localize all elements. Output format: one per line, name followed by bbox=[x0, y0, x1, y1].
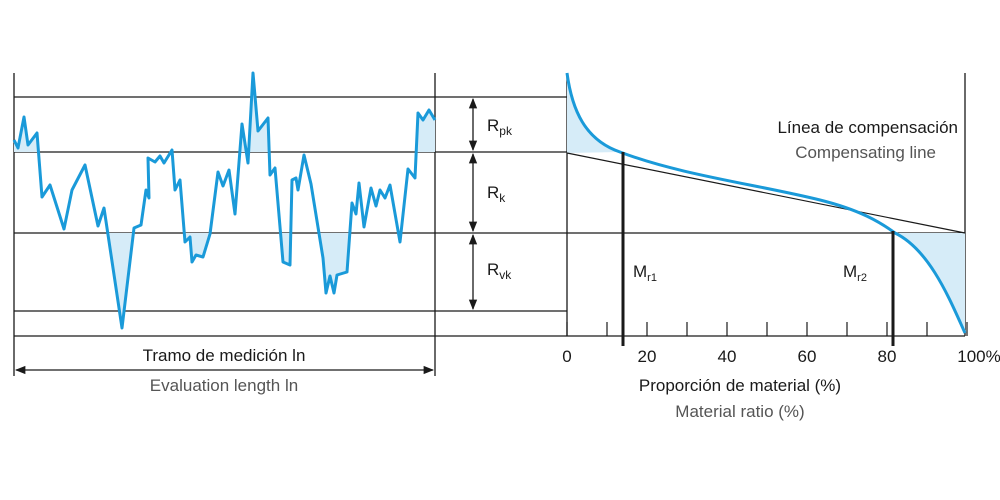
tick-label: 0 bbox=[562, 347, 571, 366]
r-vk: Rvk bbox=[487, 260, 512, 282]
x-axis: 0 20 40 60 80 100% bbox=[562, 322, 1000, 366]
comp-line-label: Línea de compensación bbox=[777, 118, 958, 137]
mr2: Mr2 bbox=[843, 262, 867, 284]
tick-label: 20 bbox=[638, 347, 657, 366]
profile bbox=[12, 71, 437, 330]
mr1: Mr1 bbox=[633, 262, 657, 284]
tick-label: 80 bbox=[878, 347, 897, 366]
axis-title: Proporción de material (%) bbox=[639, 376, 841, 395]
tick-label: 60 bbox=[798, 347, 817, 366]
length-label-en: Evaluation length ln bbox=[150, 376, 298, 395]
abbott-curve bbox=[565, 72, 967, 346]
r-k: Rk bbox=[487, 183, 506, 205]
tick-label: 40 bbox=[718, 347, 737, 366]
r-pk: Rpk bbox=[487, 116, 513, 138]
peak-fill bbox=[14, 73, 435, 152]
axis-title-en: Material ratio (%) bbox=[675, 402, 804, 421]
profile-line bbox=[12, 71, 437, 330]
length-label: Tramo de medición ln bbox=[143, 346, 306, 365]
valley-fill bbox=[14, 233, 435, 328]
tick-label: 100% bbox=[957, 347, 1000, 366]
comp-line-label-en: Compensating line bbox=[795, 143, 936, 162]
